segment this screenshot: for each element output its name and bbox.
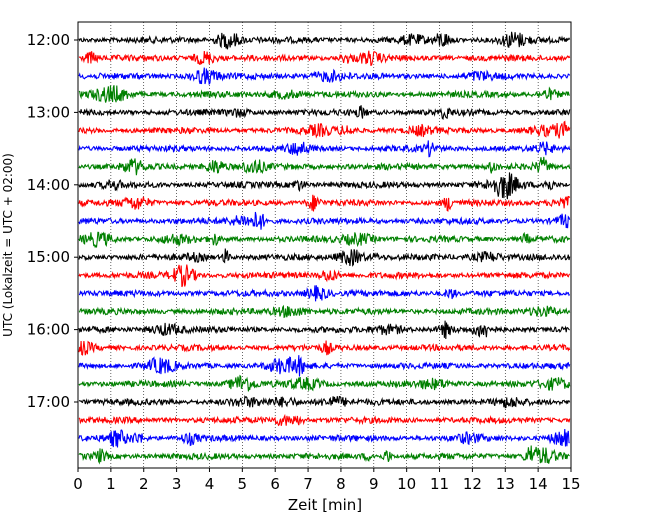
x-tick-label-7: 7 — [303, 475, 313, 493]
trace-1315 — [78, 120, 571, 139]
plot-frame — [77, 21, 572, 469]
trace-1730 — [78, 429, 570, 448]
x-tick-label-14: 14 — [529, 475, 548, 493]
x-tick-label-1: 1 — [106, 475, 116, 493]
trace-1200 — [78, 31, 571, 50]
trace-1645 — [78, 374, 571, 392]
trace-1600 — [78, 320, 570, 339]
trace-1545 — [78, 304, 571, 319]
trace-1615 — [78, 340, 571, 356]
x-tick-label-5: 5 — [238, 475, 248, 493]
y-tick-label-1200: 12:00 — [27, 31, 70, 49]
trace-1745 — [78, 445, 570, 465]
x-tick-label-0: 0 — [73, 475, 83, 493]
y-tick-label-1700: 17:00 — [27, 393, 70, 411]
y-axis: 12:00 13:00 14:00 15:00 16:00 17:00 — [27, 31, 78, 411]
trace-1345 — [78, 156, 571, 176]
x-tick-label-3: 3 — [172, 475, 182, 493]
trace-1430 — [78, 211, 571, 230]
x-tick-label-12: 12 — [463, 475, 482, 493]
trace-1215 — [78, 50, 571, 67]
trace-1400 — [78, 172, 571, 200]
grid-lines — [110, 22, 539, 468]
trace-1530 — [78, 285, 571, 302]
trace-1715 — [78, 413, 571, 427]
trace-1630 — [78, 355, 571, 377]
trace-1415 — [78, 194, 571, 212]
x-tick-label-15: 15 — [561, 475, 580, 493]
x-tick-label-6: 6 — [270, 475, 280, 493]
trace-group — [78, 31, 571, 465]
x-tick-label-9: 9 — [369, 475, 379, 493]
x-tick-label-2: 2 — [139, 475, 149, 493]
trace-1700 — [78, 395, 571, 409]
trace-1500 — [78, 248, 571, 267]
trace-1245 — [78, 85, 570, 103]
y-tick-label-1300: 13:00 — [27, 103, 70, 121]
x-axis-label: Zeit [min] — [288, 496, 362, 514]
x-tick-label-10: 10 — [397, 475, 416, 493]
x-tick-label-4: 4 — [205, 475, 215, 493]
y-axis-label: UTC (Lokalzeit = UTC + 02:00) — [1, 153, 15, 337]
x-tick-label-8: 8 — [336, 475, 346, 493]
x-tick-label-13: 13 — [496, 475, 515, 493]
y-tick-label-1400: 14:00 — [27, 176, 70, 194]
x-tick-label-11: 11 — [430, 475, 449, 493]
trace-1330 — [78, 140, 571, 158]
y-tick-label-1600: 16:00 — [27, 321, 70, 339]
trace-1515 — [78, 264, 571, 288]
x-axis: 0 1 2 3 4 5 6 7 8 9 10 11 12 13 14 15 — [73, 468, 581, 493]
y-tick-label-1500: 15:00 — [27, 248, 70, 266]
trace-1230 — [78, 67, 571, 86]
trace-1445 — [78, 231, 571, 249]
trace-1300 — [78, 105, 571, 120]
